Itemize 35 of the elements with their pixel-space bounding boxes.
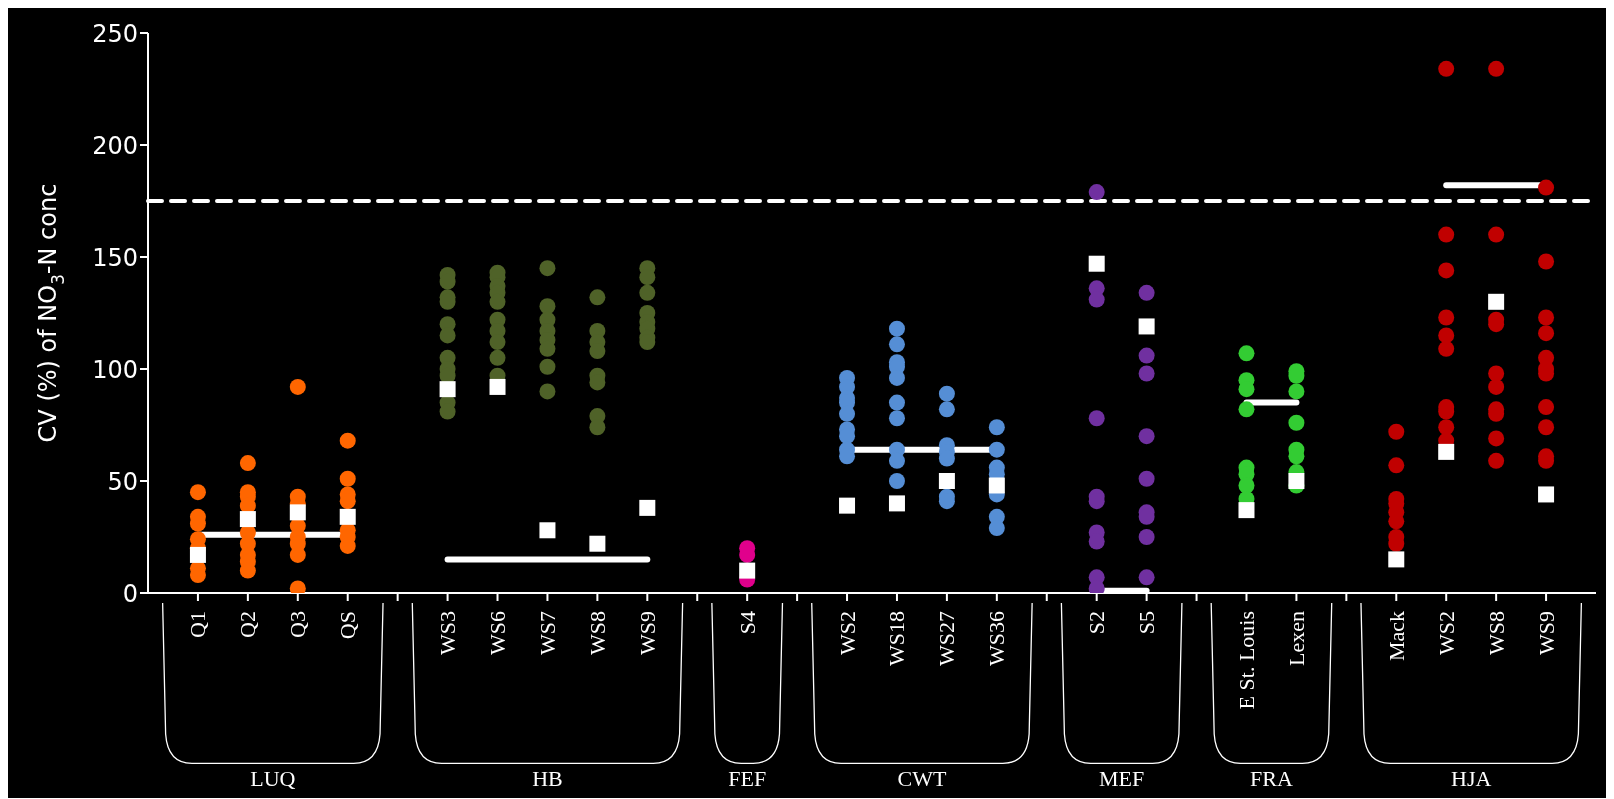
x-tick-label: WS3 [435,611,461,655]
y-tick-label: 200 [92,131,138,160]
x-tick-label: S5 [1134,611,1160,635]
x-tick-label: WS8 [584,611,610,655]
x-tick-label: QS [335,611,361,640]
y-tick-label: 150 [92,243,138,272]
x-tick-label: WS27 [934,611,960,666]
text: HJA [1451,766,1492,791]
x-tick-label: WS9 [634,611,660,655]
x-tick-label: WS36 [984,611,1010,666]
y-tick-label: 100 [92,355,138,384]
text: FRA [1250,766,1293,791]
x-tick-label: Q1 [185,611,211,638]
x-tick-label: WS6 [485,611,511,655]
x-tick-label: WS2 [834,611,860,655]
x-tick-label: Q2 [235,611,261,638]
text: LUQ [250,766,296,791]
x-tick-label: S2 [1084,611,1110,635]
x-tick-label: Q3 [285,611,311,638]
text: CWT [897,766,947,791]
y-tick-label: 0 [122,579,138,608]
text: HB [532,766,563,791]
text: MEF [1099,766,1145,791]
y-tick-label: 50 [107,467,138,496]
x-tick-label: Lexen [1283,611,1309,666]
text: FEF [728,766,767,791]
x-tick-label: WS8 [1483,611,1509,655]
x-tick-label: E St. Louis [1233,611,1259,710]
y-tick-label: 250 [92,19,138,48]
x-tick-label: WS7 [534,611,560,655]
x-tick-label: WS18 [884,611,910,666]
x-tick-label: Mack [1383,611,1409,662]
x-tick-label: WS9 [1533,611,1559,655]
x-tick-label: WS2 [1433,611,1459,655]
x-tick-label: S4 [734,611,760,635]
